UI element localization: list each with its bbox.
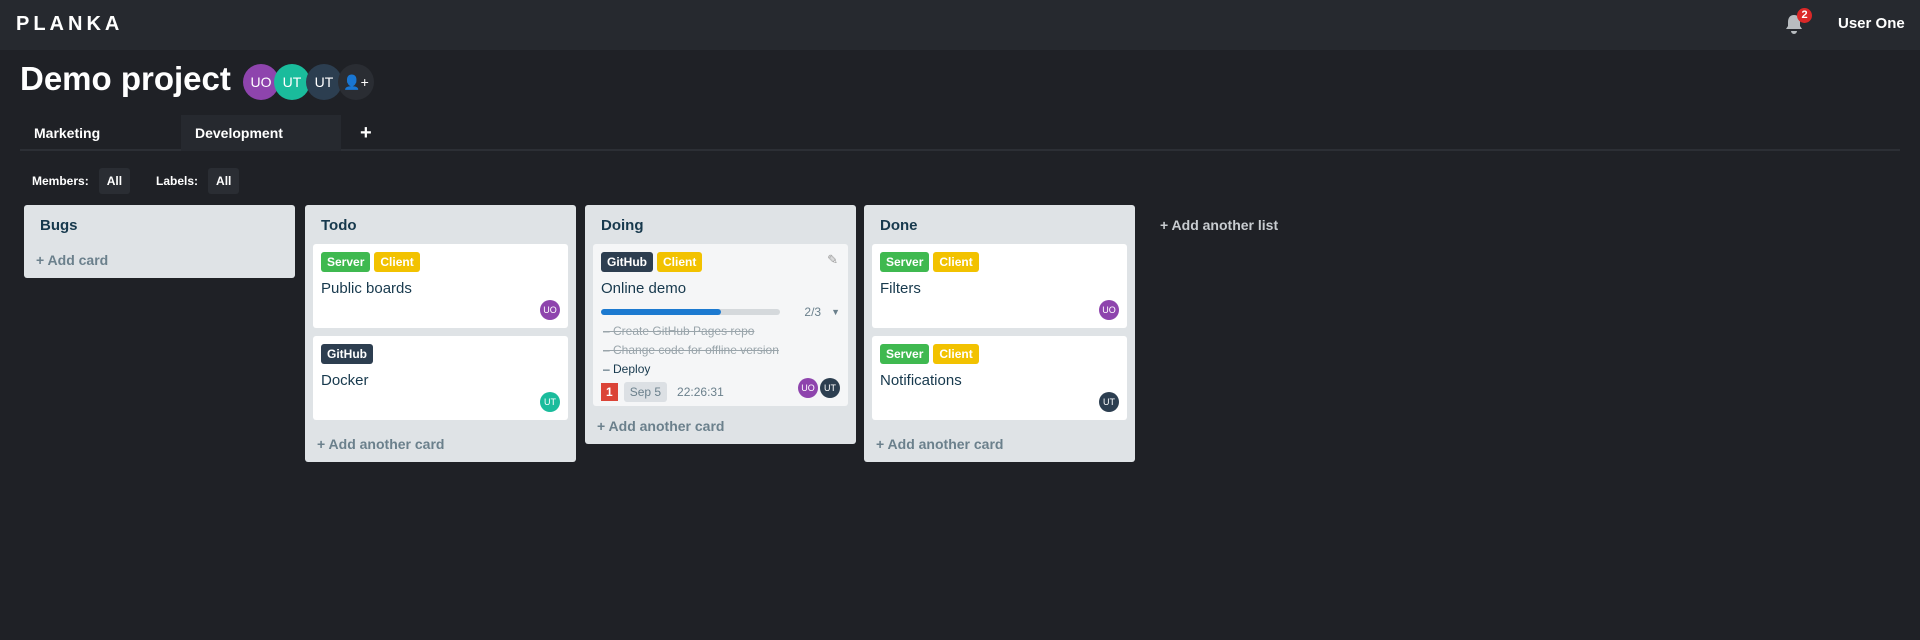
avatar: UT [820,378,840,398]
add-card-button[interactable]: + Add another card [597,418,725,434]
avatar: UO [540,300,560,320]
timer[interactable]: 22:26:31 [677,385,724,399]
page-title: Demo project [20,60,231,97]
due-date[interactable]: Sep 5 [623,382,668,402]
list-title[interactable]: Doing [601,217,644,234]
list-doing: Doing ✎ GitHub Client Online demo 2/3 ▼ –… [585,205,856,444]
label: Client [933,344,979,364]
avatar: UO [798,378,818,398]
members-filter[interactable]: All [98,168,131,194]
list-title[interactable]: Done [880,217,918,234]
card-title: Public boards [321,280,412,297]
plus-icon: + [360,122,372,144]
label: Server [880,252,930,272]
tab-development[interactable]: Development [181,115,341,151]
label: GitHub [601,252,653,272]
members-filter-label: Members: [32,174,89,188]
avatar: UT [540,392,560,412]
card[interactable]: Server Client Filters UO [872,244,1127,328]
label: Client [374,252,420,272]
card[interactable]: Server Client Public boards UO [313,244,568,328]
list-bugs: Bugs + Add card [24,205,295,278]
avatar[interactable]: UO [243,64,279,100]
card[interactable]: ✎ GitHub Client Online demo 2/3 ▼ – Creat… [593,244,848,406]
card-title: Docker [321,372,369,389]
add-list-button[interactable]: + Add another list [1160,217,1279,233]
avatar: UO [1099,300,1119,320]
caret-down-icon[interactable]: ▼ [831,307,840,317]
filters: Members: All Labels: All [32,168,240,194]
board-tabs: Marketing Development + [20,115,1900,151]
labels-filter[interactable]: All [208,168,240,194]
label: Client [657,252,703,272]
label: GitHub [321,344,373,364]
notification-badge: 2 [1797,8,1812,23]
card[interactable]: Server Client Notifications UT [872,336,1127,420]
top-bar: PLANKA 2 User One [0,0,1920,50]
avatar[interactable]: UT [274,64,310,100]
list-title[interactable]: Bugs [40,217,78,234]
comment-count: 1 [601,383,618,401]
list-title[interactable]: Todo [321,217,357,234]
add-card-button[interactable]: + Add card [36,252,109,268]
task-item[interactable]: – Deploy [603,362,651,376]
pencil-icon[interactable]: ✎ [827,252,838,267]
add-board-button[interactable]: + [346,115,386,151]
label: Client [933,252,979,272]
progress-bar [601,309,781,315]
add-card-button[interactable]: + Add another card [317,436,445,452]
add-card-button[interactable]: + Add another card [876,436,1004,452]
card[interactable]: GitHub Docker UT [313,336,568,420]
logo[interactable]: PLANKA [16,13,124,35]
card-title: Notifications [880,372,962,389]
list-todo: Todo Server Client Public boards UO GitHu… [305,205,576,462]
labels-filter-label: Labels: [156,174,199,188]
tab-marketing[interactable]: Marketing [34,125,101,141]
user-menu[interactable]: User One [1838,15,1905,32]
label: Server [880,344,930,364]
progress-text[interactable]: 2/3 [804,305,822,319]
card-title: Online demo [601,280,687,297]
list-done: Done Server Client Filters UO Server Clien… [864,205,1135,462]
add-member-button[interactable]: 👤+ [338,64,374,100]
user-plus-icon: 👤+ [343,74,369,90]
avatar: UT [1099,392,1119,412]
card-title: Filters [880,280,921,297]
task-item[interactable]: – Create GitHub Pages repo [603,324,755,338]
avatar[interactable]: UT [306,64,342,100]
label: Server [321,252,371,272]
task-item[interactable]: – Change code for offline version [603,343,779,357]
